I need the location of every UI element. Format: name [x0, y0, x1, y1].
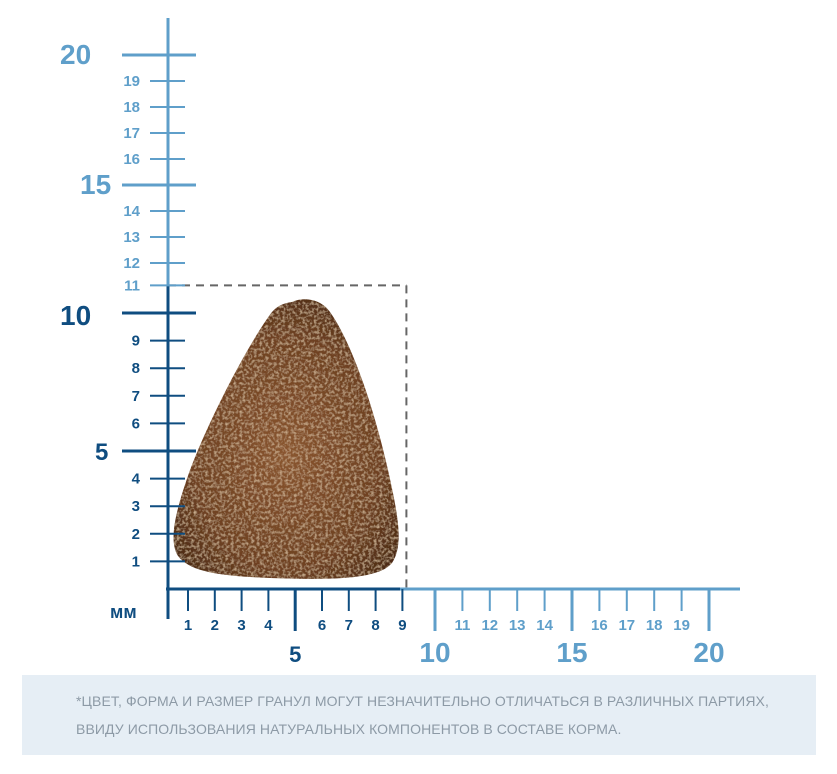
y-tick-label-9: 9 [132, 333, 140, 350]
y-tick-label-16: 16 [123, 151, 140, 168]
x-tick-label-19: 19 [673, 617, 690, 634]
x-tick-label-11: 11 [454, 617, 470, 634]
x-tick-label-18: 18 [646, 617, 663, 634]
x-tick-label-5: 5 [289, 642, 301, 667]
y-tick-label-6: 6 [132, 415, 140, 432]
y-tick-label-1: 1 [132, 553, 140, 570]
x-tick-label-2: 2 [211, 617, 219, 634]
x-tick-label-13: 13 [509, 617, 526, 634]
y-tick-label-14: 14 [123, 203, 140, 220]
x-tick-label-14: 14 [536, 617, 553, 634]
disclaimer-box: *ЦВЕТ, ФОРМА И РАЗМЕР ГРАНУЛ МОГУТ НЕЗНА… [22, 675, 816, 755]
x-tick-label-17: 17 [618, 617, 635, 634]
x-tick-label-20: 20 [693, 637, 724, 668]
unit-label: мм [110, 602, 137, 622]
x-tick-label-12: 12 [481, 617, 498, 634]
x-tick-label-1: 1 [184, 617, 192, 634]
y-tick-label-19: 19 [123, 73, 140, 90]
y-tick-label-17: 17 [123, 125, 140, 142]
x-tick-label-7: 7 [345, 617, 353, 634]
y-tick-label-15: 15 [80, 169, 111, 200]
x-tick-label-4: 4 [264, 617, 273, 634]
x-tick-label-16: 16 [591, 617, 608, 634]
y-tick-label-20: 20 [60, 39, 91, 70]
y-tick-label-7: 7 [132, 388, 140, 405]
y-tick-label-18: 18 [123, 99, 140, 116]
x-tick-label-8: 8 [371, 617, 379, 634]
x-tick-label-6: 6 [318, 617, 326, 634]
y-tick-label-4: 4 [132, 471, 141, 488]
disclaimer-line-2: ВВИДУ ИСПОЛЬЗОВАНИЯ НАТУРАЛЬНЫХ КОМПОНЕН… [76, 721, 622, 737]
y-tick-label-11: 11 [124, 277, 140, 294]
y-tick-label-8: 8 [132, 360, 140, 377]
kibble-pellet [173, 299, 399, 579]
y-tick-label-12: 12 [123, 255, 140, 272]
y-tick-label-2: 2 [132, 526, 140, 543]
y-tick-label-3: 3 [132, 498, 140, 515]
x-tick-label-9: 9 [398, 617, 406, 634]
x-tick-label-3: 3 [237, 617, 245, 634]
y-tick-label-5: 5 [95, 439, 108, 466]
y-tick-label-13: 13 [123, 229, 140, 246]
x-tick-label-10: 10 [419, 637, 450, 668]
y-tick-label-10: 10 [60, 300, 91, 331]
disclaimer-line-1: *ЦВЕТ, ФОРМА И РАЗМЕР ГРАНУЛ МОГУТ НЕЗНА… [76, 693, 769, 709]
x-tick-label-15: 15 [556, 637, 587, 668]
